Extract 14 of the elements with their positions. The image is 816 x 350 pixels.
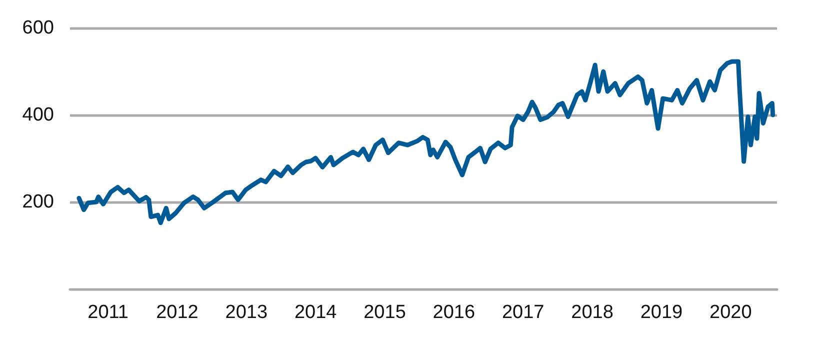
x-tick-label: 2014 — [294, 302, 338, 323]
x-tick-label: 2015 — [364, 302, 406, 323]
x-tick-label: 2017 — [502, 302, 544, 323]
y-tick-label: 200 — [22, 192, 54, 212]
x-tick-label: 2019 — [640, 302, 683, 323]
x-tick-label: 2016 — [432, 302, 476, 323]
x-tick-label: 2012 — [156, 302, 198, 323]
x-tick-label: 2013 — [225, 302, 268, 323]
y-tick-label: 400 — [22, 104, 54, 126]
line-series — [76, 59, 776, 226]
x-tick-label: 2020 — [710, 302, 752, 323]
x-tick-label: 2018 — [571, 302, 614, 323]
x-tick-label: 2011 — [88, 302, 128, 323]
y-tick-label: 600 — [22, 18, 54, 38]
